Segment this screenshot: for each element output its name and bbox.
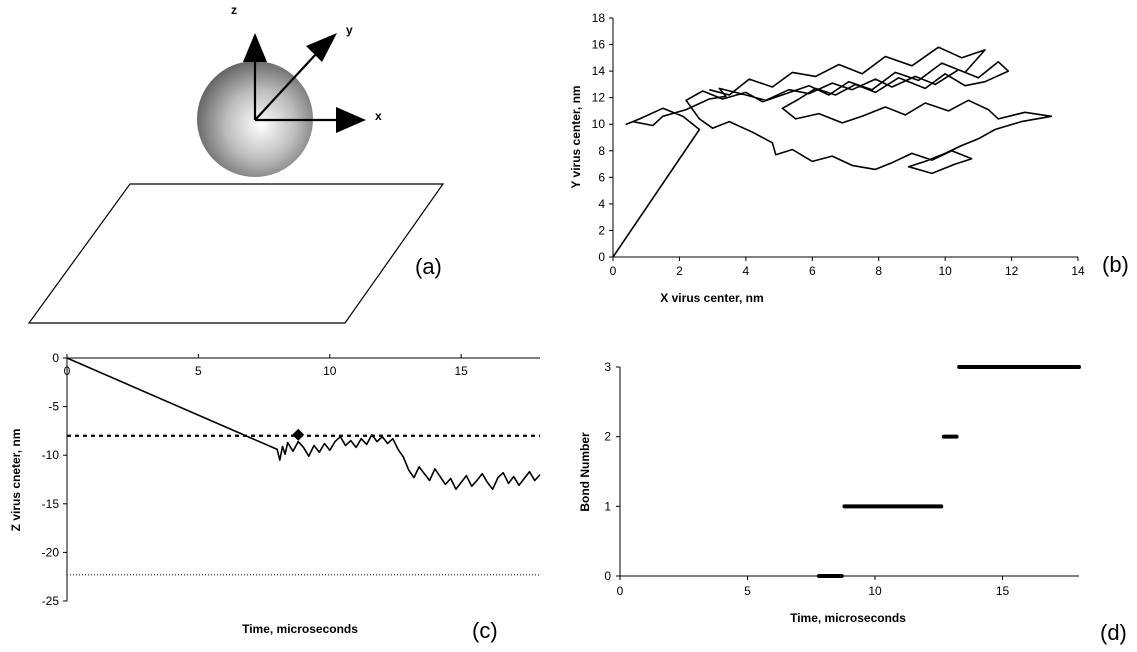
b-x-tick-label: 2	[676, 264, 683, 278]
b-axes: 0 2 4 6 8 10 12 14 0 2 4 6 8 10 12 14 16 18	[592, 11, 1085, 278]
d-y-tick-label: 3	[604, 360, 611, 374]
panel-label-d: (d)	[1100, 620, 1127, 645]
y-arrowhead	[306, 33, 337, 62]
panel-c-z-vs-time: 0 5 10 15 0 -5 -10 -15 -20 -25 Time, microseconds…	[9, 351, 541, 643]
z-axis-label: z	[231, 3, 237, 17]
b-x-tick-label: 4	[743, 264, 750, 278]
d-x-tick-label: 10	[868, 584, 882, 598]
b-y-tick-label: 16	[592, 38, 606, 52]
c-y-axis-title: Z virus cneter, nm	[9, 429, 23, 532]
b-x-tick-label: 8	[875, 264, 882, 278]
b-y-tick-label: 4	[598, 197, 605, 211]
b-y-tick-label: 6	[598, 170, 605, 184]
y-axis-arrow	[254, 53, 317, 121]
d-y-axis-title: Bond Number	[578, 432, 592, 512]
c-y-tick-label: -25	[42, 594, 60, 608]
panel-a-schematic: z y x (a)	[27, 3, 445, 324]
d-x-tick-label: 5	[744, 584, 751, 598]
b-x-tick-label: 14	[1071, 264, 1085, 278]
d-y-tick-label: 1	[604, 499, 611, 513]
d-axes: 0 5 10 15 0 1 2 3	[604, 360, 1079, 598]
b-x-tick-label: 6	[809, 264, 816, 278]
c-x-tick-label: 10	[323, 364, 337, 378]
y-axis-label: y	[346, 23, 353, 37]
surface-plane	[27, 183, 445, 324]
b-y-tick-label: 0	[598, 250, 605, 264]
c-y-tick-label: -20	[42, 545, 60, 559]
b-y-tick-label: 8	[598, 144, 605, 158]
b-y-axis-title: Y virus center, nm	[569, 85, 583, 188]
c-x-tick-label: 0	[64, 364, 71, 378]
x-arrowhead	[336, 107, 366, 133]
b-y-tick-label: 12	[592, 91, 606, 105]
x-axis-label: x	[375, 109, 382, 123]
c-x-tick-label: 15	[454, 364, 468, 378]
d-y-tick-label: 2	[604, 430, 611, 444]
d-x-tick-label: 15	[996, 584, 1010, 598]
b-x-tick-label: 0	[610, 264, 617, 278]
b-y-tick-label: 18	[592, 11, 606, 25]
panel-label-a: (a)	[415, 254, 442, 279]
b-y-tick-label: 14	[592, 64, 606, 78]
c-y-tick-label: -15	[42, 497, 60, 511]
d-x-tick-label: 0	[617, 584, 624, 598]
c-x-axis-title: Time, microseconds	[242, 622, 358, 636]
c-x-tick-label: 5	[195, 364, 202, 378]
z-arrowhead	[243, 33, 267, 62]
d-y-tick-label: 0	[604, 569, 611, 583]
d-series-bond-number	[816, 365, 1081, 578]
b-x-tick-label: 12	[1005, 264, 1019, 278]
c-y-tick-label: -5	[48, 400, 59, 414]
c-contact-marker	[292, 428, 305, 441]
panel-d-bond-number: 0 5 10 15 0 1 2 3 Time, microseconds Bond Numbe…	[578, 360, 1127, 645]
b-y-tick-label: 2	[598, 223, 605, 237]
d-x-axis-title: Time, microseconds	[790, 611, 906, 625]
b-y-tick-label: 10	[592, 117, 606, 131]
c-y-tick-label: 0	[52, 351, 59, 365]
c-series-z-center	[66, 357, 541, 491]
panel-label-b: (b)	[1102, 252, 1129, 277]
b-x-tick-label: 10	[938, 264, 952, 278]
c-y-tick-label: -10	[42, 448, 60, 462]
b-series-trajectory	[612, 46, 1053, 258]
panel-b-trajectory-xy: 0 2 4 6 8 10 12 14 0 2 4 6 8 10 12 14 16 18 X virus cente…	[569, 11, 1129, 305]
b-x-axis-title: X virus center, nm	[660, 291, 763, 305]
panel-label-c: (c)	[472, 618, 498, 643]
c-axes: 0 5 10 15 0 -5 -10 -15 -20 -25	[42, 351, 540, 608]
